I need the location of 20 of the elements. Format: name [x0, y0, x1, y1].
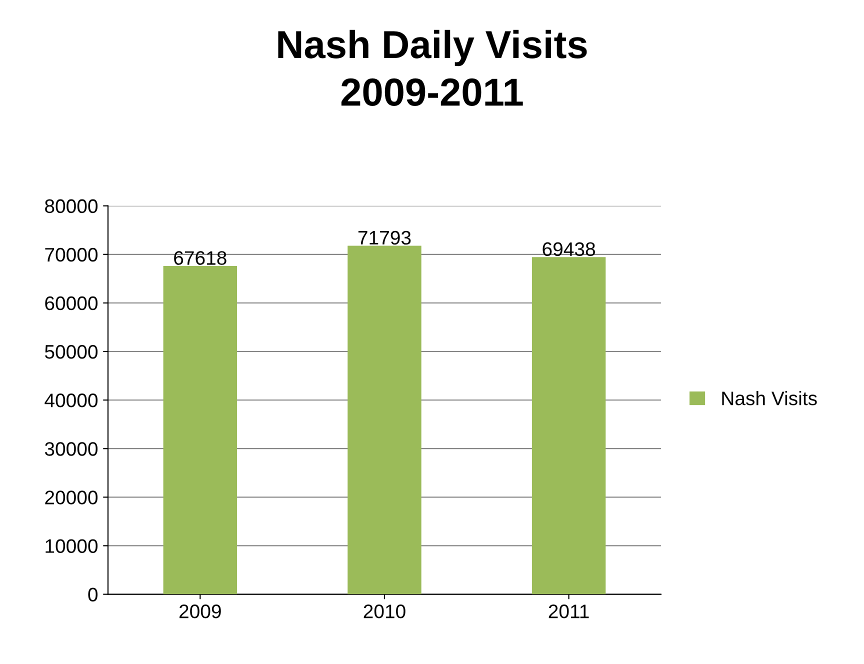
y-tick-label: 0 [88, 588, 98, 602]
data-label: 67618 [174, 251, 226, 265]
y-tick-label: 70000 [45, 248, 98, 262]
bar [348, 246, 422, 594]
y-tick-label: 30000 [44, 442, 98, 456]
x-tick-label: 2009 [180, 604, 221, 618]
y-tick-label: 20000 [45, 490, 98, 504]
x-tick-label: 2010 [364, 604, 406, 618]
y-tick-label: 50000 [44, 344, 98, 359]
y-tick-label: 80000 [45, 199, 98, 214]
legend-label: Nash Visits [722, 390, 817, 406]
x-tick-label: 2011 [548, 604, 589, 618]
data-label: 69438 [542, 242, 595, 256]
bar [163, 266, 238, 594]
y-tick-label: 10000 [46, 539, 98, 553]
chart-title: Nash Daily Visits 2009-2011 [278, 30, 587, 106]
bar [532, 257, 606, 594]
y-tick-label: 60000 [45, 296, 98, 310]
y-tick-label: 40000 [44, 394, 98, 408]
data-label: 71793 [358, 230, 411, 245]
